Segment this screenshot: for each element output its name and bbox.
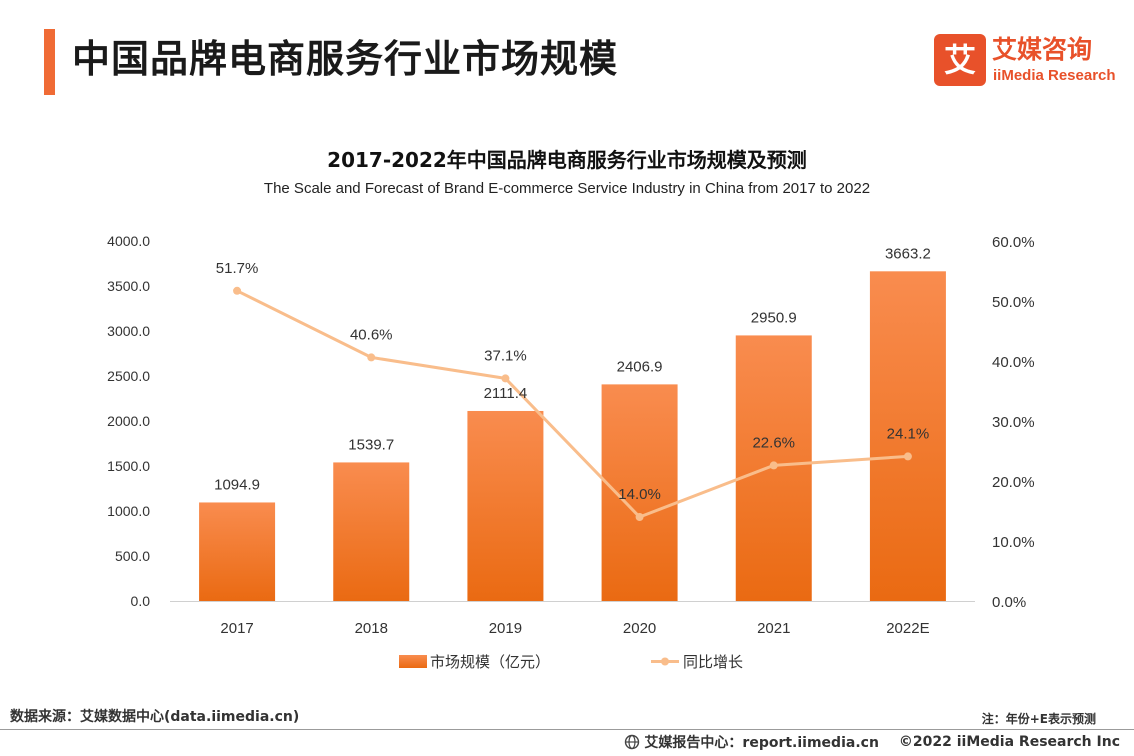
report-center-link[interactable]: 艾媒报告中心：report.iimedia.cn bbox=[644, 735, 879, 751]
left-axis-tick-label: 4000.0 bbox=[107, 233, 150, 249]
growth-value-label: 22.6% bbox=[752, 434, 795, 451]
growth-point bbox=[635, 513, 644, 521]
title-accent-bar bbox=[44, 29, 55, 95]
logo-name-cn: 艾媒咨询 bbox=[992, 35, 1093, 64]
left-axis-tick-label: 500.0 bbox=[115, 548, 150, 564]
legend-bar-swatch bbox=[399, 655, 427, 668]
logo-name-en: iiMedia Research bbox=[993, 67, 1116, 84]
left-axis-tick-label: 2000.0 bbox=[107, 413, 150, 429]
growth-line bbox=[236, 289, 909, 519]
left-axis-tick-label: 1000.0 bbox=[107, 503, 150, 519]
bar-value-label: 2950.9 bbox=[751, 309, 797, 326]
footer-divider bbox=[0, 729, 1134, 730]
bar-value-label: 1539.7 bbox=[348, 436, 394, 453]
bar bbox=[199, 502, 276, 601]
growth-point bbox=[903, 452, 912, 461]
bar-value-label: 2111.4 bbox=[484, 385, 528, 402]
right-axis-tick-label: 40.0% bbox=[992, 354, 1035, 371]
x-axis-category-label: 2022E bbox=[886, 620, 929, 637]
growth-point bbox=[367, 353, 376, 362]
right-axis-tick-label: 20.0% bbox=[992, 474, 1035, 491]
chart-subtitle: The Scale and Forecast of Brand E-commer… bbox=[263, 180, 871, 197]
copyright: ©2022 iiMedia Research Inc bbox=[898, 734, 1120, 750]
logo-mark-icon: 艾 bbox=[934, 34, 986, 86]
legend-bar-label: 市场规模（亿元） bbox=[430, 653, 550, 671]
growth-point bbox=[233, 286, 242, 295]
left-axis-tick-label: 3500.0 bbox=[107, 278, 150, 294]
legend-line-label: 同比增长 bbox=[683, 653, 743, 671]
right-axis-tick-label: 30.0% bbox=[992, 414, 1035, 431]
bar-value-label: 1094.9 bbox=[214, 476, 260, 493]
growth-value-label: 14.0% bbox=[618, 486, 661, 503]
data-source: 数据来源：艾媒数据中心(data.iimedia.cn) bbox=[10, 709, 300, 725]
right-axis-tick-label: 10.0% bbox=[992, 534, 1035, 551]
page-title: 中国品牌电商服务行业市场规模 bbox=[72, 37, 619, 81]
globe-icon bbox=[625, 734, 640, 750]
growth-point bbox=[769, 461, 778, 470]
combo-chart: 0.0 500.0 1000.0 1500.0 2000.0 2500.0 3000.0 35… bbox=[107, 233, 1035, 671]
bar bbox=[333, 462, 410, 601]
left-axis-tick-label: 3000.0 bbox=[107, 323, 150, 339]
x-axis-category-label: 2021 bbox=[757, 620, 790, 637]
legend-line-marker bbox=[661, 657, 669, 666]
growth-value-label: 24.1% bbox=[887, 425, 930, 442]
right-axis-tick-label: 50.0% bbox=[992, 294, 1035, 311]
x-axis-category-label: 2017 bbox=[220, 620, 253, 637]
iimedia-logo[interactable]: 艾 艾媒咨询 iiMedia Research bbox=[934, 34, 1116, 88]
bar-value-label: 2406.9 bbox=[617, 358, 663, 375]
footer-bar: 艾媒报告中心：report.iimedia.cn ©2022 iiMedia R… bbox=[624, 732, 1120, 752]
left-axis-tick-label: 0.0 bbox=[131, 593, 151, 609]
right-axis-tick-label: 60.0% bbox=[992, 234, 1035, 251]
left-axis-tick-label: 2500.0 bbox=[107, 368, 150, 384]
right-axis-tick-label: 0.0% bbox=[992, 594, 1026, 611]
bar bbox=[869, 271, 946, 601]
bar-value-label: 3663.2 bbox=[885, 245, 931, 262]
x-axis-category-label: 2020 bbox=[623, 620, 656, 637]
bar bbox=[467, 410, 544, 601]
growth-value-label: 37.1% bbox=[484, 347, 527, 364]
x-axis-category-label: 2019 bbox=[489, 620, 522, 637]
growth-point bbox=[501, 374, 510, 383]
x-axis-category-label: 2018 bbox=[355, 620, 388, 637]
left-axis-tick-label: 1500.0 bbox=[107, 458, 150, 474]
growth-value-label: 40.6% bbox=[350, 326, 393, 343]
growth-value-label: 51.7% bbox=[216, 260, 259, 277]
chart-title: 2017-2022年中国品牌电商服务行业市场规模及预测 bbox=[327, 148, 807, 172]
forecast-note: 注：年份+E表示预测 bbox=[981, 712, 1096, 726]
